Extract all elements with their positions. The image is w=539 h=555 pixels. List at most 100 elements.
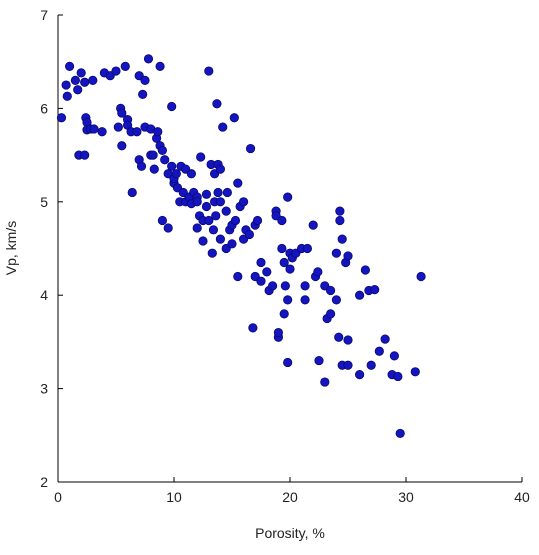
y-axis-label: Vp, km/s (3, 221, 19, 275)
point (389, 351, 399, 361)
point (192, 223, 202, 233)
point (416, 271, 426, 282)
point (233, 178, 243, 188)
point (252, 215, 263, 226)
point (395, 428, 405, 439)
point (370, 284, 380, 295)
point (97, 127, 107, 137)
point (354, 290, 365, 300)
point (62, 91, 72, 101)
point (192, 197, 202, 207)
point (207, 248, 217, 258)
point (308, 220, 318, 230)
x-tick-label: 20 (282, 489, 298, 505)
point (277, 243, 287, 254)
y-tick-label: 6 (40, 100, 48, 116)
point (283, 192, 293, 202)
point (204, 215, 214, 226)
point (262, 267, 272, 277)
y-tick-label: 3 (40, 381, 48, 397)
point (111, 66, 121, 76)
point (215, 164, 225, 174)
point (56, 113, 67, 123)
point (354, 369, 365, 380)
point (331, 248, 341, 258)
point (127, 187, 137, 198)
point (149, 164, 159, 174)
point (153, 127, 163, 137)
point (198, 236, 208, 246)
point (113, 122, 123, 132)
point (230, 215, 241, 226)
point (277, 215, 287, 226)
point (229, 113, 239, 123)
x-tick-label: 30 (398, 489, 414, 505)
point (65, 61, 75, 71)
point (279, 309, 289, 319)
point (300, 281, 310, 291)
point (279, 257, 289, 268)
point (140, 75, 150, 85)
point (148, 150, 158, 160)
point (222, 187, 232, 198)
y-tick-label: 7 (40, 7, 48, 23)
point (218, 122, 228, 132)
point (117, 108, 127, 118)
point (212, 99, 222, 109)
point (325, 309, 336, 319)
point (410, 367, 420, 377)
point (320, 377, 330, 387)
point (136, 161, 147, 171)
point (196, 152, 206, 162)
point (211, 211, 221, 221)
point (171, 169, 181, 179)
point (61, 80, 71, 90)
point (204, 66, 214, 76)
point (160, 155, 170, 165)
point (267, 281, 278, 291)
point (186, 169, 196, 179)
point (221, 206, 231, 216)
point (167, 161, 177, 171)
point (283, 295, 293, 305)
x-tick-label: 40 (514, 489, 530, 505)
point (157, 145, 167, 156)
point (300, 295, 310, 305)
point (380, 334, 390, 344)
point (331, 295, 341, 305)
x-tick-label: 0 (54, 489, 62, 505)
point (201, 201, 212, 212)
point (283, 357, 293, 368)
point (366, 360, 376, 370)
point (80, 77, 90, 87)
point (343, 251, 353, 261)
point (313, 267, 323, 277)
point (138, 89, 148, 99)
point (256, 257, 266, 268)
point (201, 189, 212, 199)
point (244, 229, 254, 240)
point (325, 285, 336, 296)
point (343, 360, 353, 370)
point (256, 276, 266, 286)
point (248, 323, 258, 333)
y-tick-label: 4 (40, 287, 48, 303)
point (208, 225, 219, 235)
point (393, 371, 403, 382)
y-tick-label: 5 (40, 194, 48, 210)
point (76, 68, 86, 78)
point (155, 61, 165, 71)
point (120, 61, 130, 71)
point (343, 335, 353, 345)
point (73, 85, 83, 95)
point (70, 75, 81, 85)
point (143, 54, 154, 64)
point (314, 355, 324, 366)
point (245, 143, 256, 154)
point (80, 150, 90, 160)
point (335, 206, 345, 216)
point (233, 271, 243, 282)
point (273, 327, 283, 338)
point (337, 234, 347, 244)
